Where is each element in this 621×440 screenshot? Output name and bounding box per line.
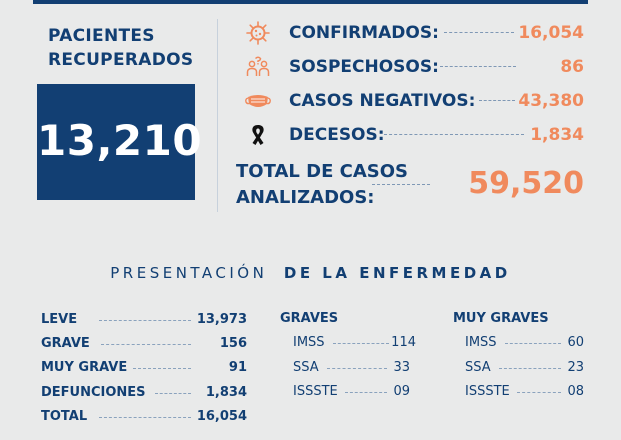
row-label: IMSS xyxy=(293,335,325,350)
row-label: ISSSTE xyxy=(465,384,510,399)
stat-label: SOSPECHOSOS: xyxy=(289,57,439,77)
row-label: SSA xyxy=(465,360,491,375)
stat-label: DECESOS: xyxy=(289,125,385,145)
stat-confirmados: CONFIRMADOS: 16,054 xyxy=(244,21,584,45)
row-value: 13,973 xyxy=(196,312,247,327)
graves-row: SSA 33 xyxy=(293,358,410,378)
severity-row: GRAVE 156 xyxy=(41,334,247,354)
row-value: 08 xyxy=(567,384,584,399)
row-value: 91 xyxy=(228,360,247,375)
muy-graves-row: SSA 23 xyxy=(465,358,584,378)
row-label: ISSSTE xyxy=(293,384,338,399)
severity-row: LEVE 13,973 xyxy=(41,310,247,330)
total-label-line2: ANALIZADOS: xyxy=(236,187,375,208)
leader-dots xyxy=(517,392,561,393)
stat-sospechosos: SOSPECHOSOS: 86 xyxy=(244,55,584,79)
vertical-divider xyxy=(217,19,218,212)
severity-row: DEFUNCIONES 1,834 xyxy=(41,383,247,403)
row-value: 156 xyxy=(219,336,247,351)
muy-graves-row: ISSSTE 08 xyxy=(465,382,584,402)
leader-dots xyxy=(499,368,561,369)
leader-dots xyxy=(440,66,516,67)
section-title-light: PRESENTACIÓN xyxy=(110,264,268,282)
leader-dots xyxy=(101,344,191,345)
row-value: 33 xyxy=(393,360,410,375)
leader-dots xyxy=(155,393,191,394)
face-mask-icon xyxy=(245,95,271,107)
top-bar xyxy=(33,0,588,4)
total-value: 59,520 xyxy=(468,166,584,201)
total-label: TOTAL DE CASOS ANALIZADOS: xyxy=(236,159,408,211)
row-label: MUY GRAVE xyxy=(41,360,128,375)
severity-row: TOTAL 16,054 xyxy=(41,407,247,427)
leader-dots xyxy=(99,417,191,418)
stat-value: 16,054 xyxy=(518,23,584,43)
row-label: IMSS xyxy=(465,335,497,350)
leader-dots xyxy=(479,100,515,101)
leader-dots xyxy=(99,320,191,321)
row-value: 23 xyxy=(567,360,584,375)
leader-dots xyxy=(505,343,561,344)
row-label: GRAVE xyxy=(41,336,90,351)
total-label-line1: TOTAL DE CASOS xyxy=(236,161,409,182)
leader-dots xyxy=(333,343,389,344)
leader-dots xyxy=(444,32,514,33)
stat-value: 43,380 xyxy=(518,91,584,111)
row-label: LEVE xyxy=(41,312,78,327)
stat-label: CONFIRMADOS: xyxy=(289,23,439,43)
stat-label: CASOS NEGATIVOS: xyxy=(289,91,476,111)
leader-dots xyxy=(345,392,387,393)
section-title-bold: DE LA ENFERMEDAD xyxy=(283,264,511,282)
row-value: 60 xyxy=(567,335,584,350)
stat-casos-negativos: CASOS NEGATIVOS: 43,380 xyxy=(244,89,584,113)
stat-value: 1,834 xyxy=(530,125,584,145)
recuperados-value: 13,210 xyxy=(37,116,203,165)
recuperados-label-line2: RECUPERADOS xyxy=(48,50,194,70)
row-value: 114 xyxy=(391,335,416,350)
leader-dots xyxy=(384,134,524,135)
recuperados-label: PACIENTES RECUPERADOS xyxy=(48,24,193,72)
recuperados-box: 13,210 xyxy=(37,84,203,200)
graves-row: IMSS 114 xyxy=(293,333,416,353)
recuperados-label-line1: PACIENTES xyxy=(48,26,155,46)
leader-dots xyxy=(327,368,387,369)
row-value: 16,054 xyxy=(196,409,247,424)
graves-title: GRAVES xyxy=(280,311,339,326)
row-label: TOTAL xyxy=(41,409,88,424)
leader-dots xyxy=(133,368,191,369)
stat-value: 86 xyxy=(560,57,584,77)
leader-dots xyxy=(372,184,430,185)
muy-graves-row: IMSS 60 xyxy=(465,333,584,353)
suspect-people-icon xyxy=(246,56,270,76)
severity-row: MUY GRAVE 91 xyxy=(41,358,247,378)
virus-icon xyxy=(246,21,270,45)
stat-decesos: DECESOS: 1,834 xyxy=(244,123,584,147)
section-title: PRESENTACIÓN DE LA ENFERMEDAD xyxy=(0,264,621,282)
row-value: 1,834 xyxy=(205,385,247,400)
mourning-ribbon-icon xyxy=(252,125,264,145)
row-label: SSA xyxy=(293,360,319,375)
row-label: DEFUNCIONES xyxy=(41,385,146,400)
row-value: 09 xyxy=(393,384,410,399)
graves-row: ISSSTE 09 xyxy=(293,382,410,402)
muy-graves-title: MUY GRAVES xyxy=(453,311,549,326)
